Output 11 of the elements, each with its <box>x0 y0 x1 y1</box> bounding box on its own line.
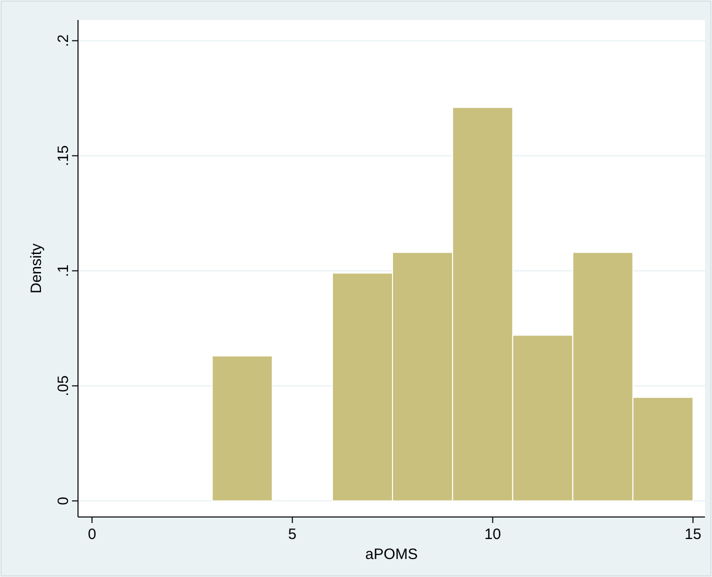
y-tick-label: .1 <box>55 264 72 278</box>
y-tick-label: 0 <box>55 496 72 506</box>
x-tick-label: 10 <box>484 526 502 543</box>
x-tick-label: 15 <box>684 526 702 543</box>
x-tick-label: 5 <box>288 526 297 543</box>
x-tick-label: 0 <box>88 526 96 543</box>
y-tick-label: .15 <box>55 145 72 166</box>
x-axis-title: aPOMS <box>365 546 418 563</box>
y-axis-title: Density <box>28 243 45 294</box>
y-tick-label: .05 <box>55 375 72 396</box>
y-tick-label: .2 <box>55 34 72 47</box>
